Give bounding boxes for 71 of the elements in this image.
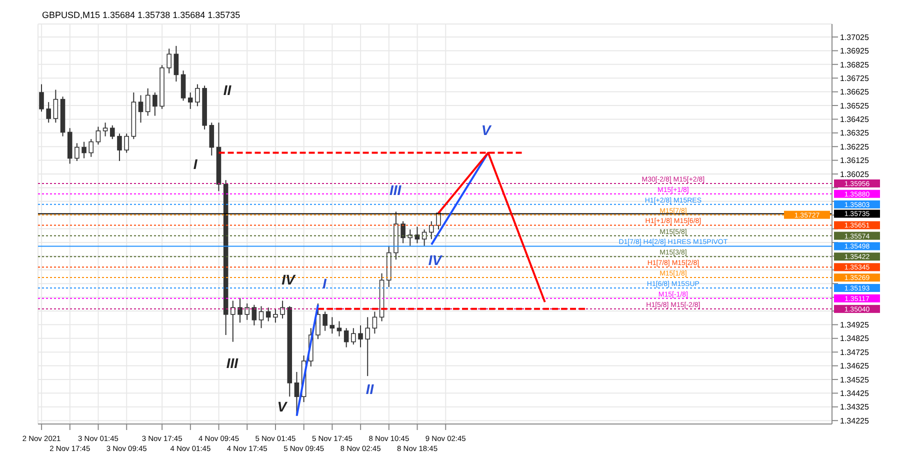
annotation: II	[366, 380, 375, 397]
annotation: V	[481, 122, 492, 138]
annotation: V	[277, 398, 288, 415]
candlestick	[252, 304, 257, 326]
candlestick	[195, 84, 200, 107]
candlestick	[266, 307, 271, 322]
y-tick-label: 1.36625	[840, 88, 870, 97]
candlestick	[124, 133, 129, 154]
annotation: II	[223, 82, 232, 98]
annotation: IV	[282, 271, 297, 288]
candlestick	[244, 302, 250, 320]
y-tick-label: 1.34325	[840, 402, 870, 412]
annotation: III	[226, 354, 240, 371]
candlestick	[46, 102, 51, 124]
y-tick-label: 1.36725	[840, 74, 870, 83]
candlestick	[400, 220, 406, 244]
y-tick-label: 1.34425	[840, 389, 870, 398]
candlestick	[39, 84, 44, 112]
annotation: I	[193, 156, 198, 172]
candlestick	[174, 45, 179, 82]
candlestick	[344, 328, 349, 348]
y-tick-label: 1.36525	[840, 101, 870, 110]
candlestick	[230, 300, 236, 342]
candlestick	[280, 300, 285, 320]
y-tick-label: 1.36425	[840, 115, 870, 124]
y-tick-label: 1.37025	[840, 32, 870, 42]
y-tick-label: 1.36025	[840, 170, 870, 179]
candlestick	[145, 88, 150, 116]
candlestick	[322, 311, 328, 332]
y-tick-label: 1.34525	[840, 375, 870, 384]
candlestick	[358, 324, 363, 348]
y-tick-label: 1.36125	[840, 156, 870, 166]
candlestick	[96, 126, 101, 146]
candlestick	[372, 311, 378, 334]
y-tick-label: 1.34625	[840, 362, 870, 371]
y-tick-label: 1.36325	[840, 128, 870, 138]
candlestick	[238, 297, 242, 324]
candlestick	[429, 220, 434, 240]
candlestick	[102, 122, 108, 137]
candlestick	[74, 142, 80, 162]
annotation: IV	[428, 252, 444, 268]
y-tick-label: 1.36225	[840, 142, 870, 152]
y-tick-label: 1.36825	[840, 60, 870, 70]
candlestick	[273, 308, 278, 324]
candlestick	[53, 89, 58, 124]
candlestick	[152, 92, 158, 116]
candlestick	[117, 133, 122, 162]
y-tick-label: 1.34225	[840, 416, 870, 426]
candlestick	[294, 371, 300, 416]
candlestick	[88, 138, 94, 158]
y-tick-label: 1.34925	[840, 320, 870, 330]
candlestick	[110, 124, 115, 140]
candlestick	[180, 70, 186, 102]
y-tick-label: 1.36925	[840, 46, 870, 56]
candlestick	[408, 228, 413, 246]
y-tick-label: 1.34725	[840, 348, 870, 357]
candlestick	[351, 328, 356, 346]
candlestick	[258, 306, 264, 329]
candlestick	[336, 320, 342, 337]
y-tick-label: 1.34825	[840, 334, 870, 344]
candlestick	[316, 302, 320, 340]
candlestick	[82, 141, 86, 159]
candlestick	[138, 94, 144, 124]
chart-title: GBPUSD,M15 1.35684 1.35738 1.35684 1.35735	[42, 10, 240, 20]
candlestick	[330, 316, 335, 334]
candlestick	[188, 92, 193, 110]
annotation: I	[322, 275, 328, 292]
candlestick	[365, 316, 370, 377]
candlestick	[166, 48, 172, 74]
candlestick	[209, 122, 214, 156]
annotation: III	[389, 182, 402, 198]
